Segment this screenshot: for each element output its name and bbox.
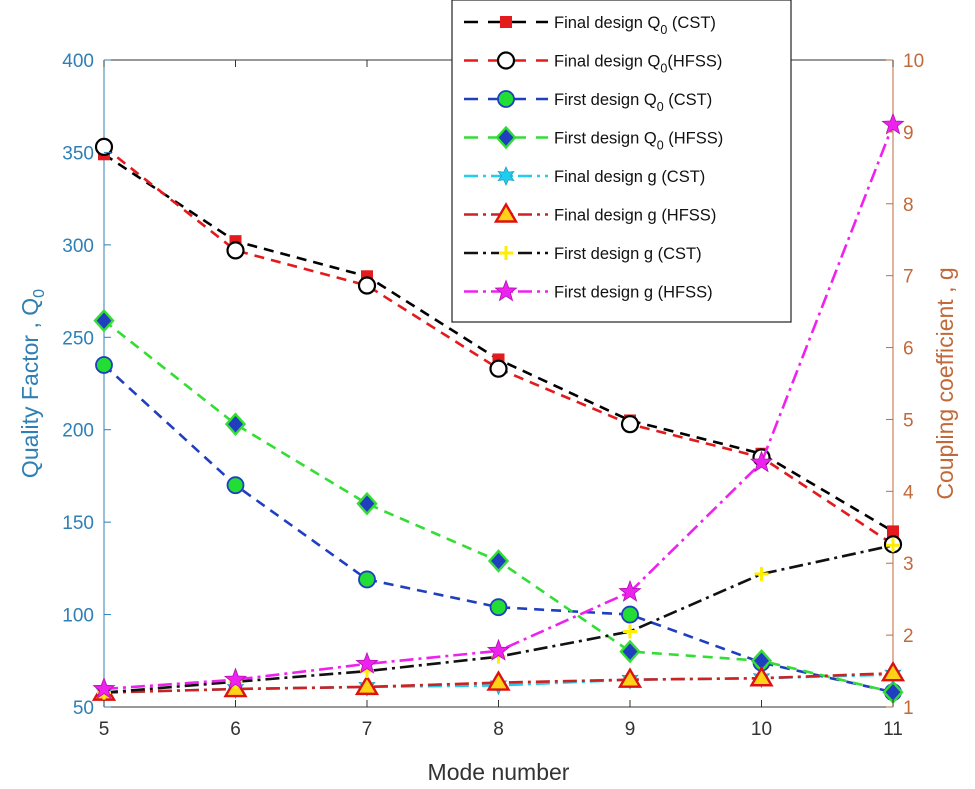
- legend-marker: [499, 246, 513, 260]
- legend-entry: Final design g (HFSS): [464, 202, 716, 225]
- data-point: [621, 605, 639, 624]
- legend-entry: Final design Q0 (CST): [464, 14, 716, 37]
- left-tick-label: 400: [62, 51, 94, 72]
- left-tick-label: 50: [73, 698, 94, 719]
- data-point: [881, 112, 905, 135]
- right-tick-label: 5: [903, 410, 914, 431]
- right-tick-label: 10: [903, 51, 924, 72]
- x-tick-label: 11: [883, 719, 903, 740]
- data-point: [95, 356, 113, 374]
- data-point: [356, 491, 378, 516]
- data-point: [354, 674, 380, 696]
- x-tick-label: 7: [362, 719, 373, 740]
- data-point: [887, 525, 899, 538]
- right-tick-label: 1: [903, 698, 914, 719]
- data-point: [619, 639, 641, 664]
- left-tick-label: 100: [62, 606, 94, 627]
- x-tick-label: 10: [751, 719, 772, 740]
- legend-label: First design g (CST): [554, 245, 702, 263]
- data-point: [617, 667, 643, 688]
- x-tick-label: 6: [230, 719, 241, 740]
- x-tick-label: 8: [493, 719, 504, 740]
- right-tick-label: 9: [903, 123, 914, 144]
- series-8: [92, 112, 905, 699]
- data-point: [489, 359, 508, 378]
- data-point: [749, 450, 774, 473]
- data-point: [226, 241, 245, 260]
- data-point: [92, 676, 116, 699]
- data-point: [623, 624, 637, 639]
- data-point: [223, 667, 248, 690]
- left-axis-title: Quality Factor , Q0: [17, 289, 48, 478]
- legend-label: Final design Q0(HFSS): [554, 53, 722, 76]
- data-point: [358, 570, 376, 589]
- legend-marker: [500, 16, 512, 28]
- left-tick-label: 300: [62, 236, 94, 257]
- legend-entry: Final design g (CST): [464, 166, 705, 186]
- legend-entry: First design g (CST): [464, 245, 702, 263]
- data-point: [886, 538, 900, 553]
- data-point: [224, 412, 247, 436]
- data-point: [880, 660, 906, 682]
- legend-label: Final design g (HFSS): [554, 207, 716, 225]
- data-point: [749, 665, 774, 687]
- right-tick-label: 7: [903, 267, 914, 288]
- data-point: [620, 415, 640, 434]
- data-point: [489, 598, 508, 617]
- data-point: [618, 579, 642, 602]
- x-tick-label: 5: [99, 719, 110, 740]
- right-tick-label: 3: [903, 554, 914, 575]
- left-tick-label: 250: [62, 328, 94, 349]
- legend-label: Final design g (CST): [554, 168, 705, 186]
- legend-box: [451, 0, 792, 323]
- data-point: [357, 276, 377, 295]
- legend-label: First design g (HFSS): [554, 284, 713, 302]
- legend-marker: [497, 166, 515, 186]
- data-point: [93, 308, 115, 333]
- legend-marker: [497, 90, 515, 108]
- legend-entry: First design Q0 (HFSS): [464, 125, 723, 153]
- data-point: [754, 567, 769, 582]
- legend-marker: [494, 279, 518, 302]
- legend-label: First design Q0 (HFSS): [554, 130, 723, 153]
- data-point: [486, 670, 511, 691]
- data-point: [355, 651, 379, 674]
- legend-entry: Final design Q0(HFSS): [464, 51, 722, 76]
- left-tick-label: 350: [62, 143, 94, 164]
- legend-label: Final design Q0 (CST): [554, 14, 716, 37]
- x-tick-label: 9: [625, 719, 636, 740]
- legend-marker: [496, 51, 516, 70]
- legend-marker: [493, 202, 519, 223]
- right-tick-label: 2: [903, 626, 914, 647]
- data-point: [487, 549, 510, 573]
- legend-label: First design Q0 (CST): [554, 91, 712, 114]
- right-tick-label: 8: [903, 195, 914, 216]
- left-tick-label: 150: [62, 513, 94, 534]
- left-tick-label: 200: [62, 421, 94, 442]
- series-layer: [91, 112, 906, 705]
- right-axis-title: Coupling coefficient , g: [932, 267, 958, 499]
- legend-marker: [495, 125, 517, 150]
- data-point: [486, 638, 511, 661]
- legend-entry: First design Q0 (CST): [464, 90, 712, 114]
- legend-entry: First design g (HFSS): [464, 279, 713, 302]
- data-point: [226, 476, 245, 495]
- right-tick-label: 4: [903, 482, 914, 503]
- right-tick-label: 6: [903, 339, 914, 360]
- data-point: [94, 137, 114, 156]
- x-axis-title: Mode number: [428, 759, 570, 785]
- legend: Final design Q0 (CST) Final design Q0(HFS…: [451, 0, 792, 323]
